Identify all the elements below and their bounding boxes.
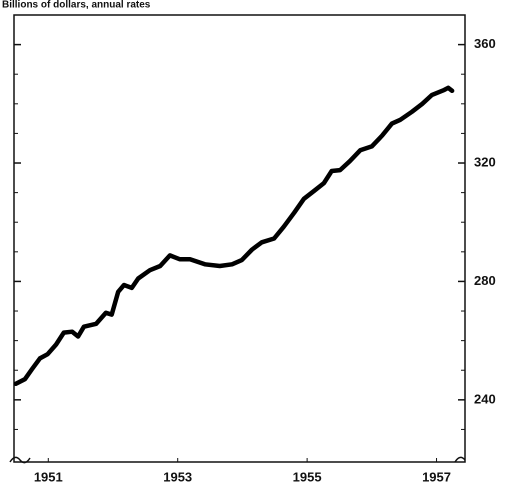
y-tick-label: 320 — [474, 154, 496, 169]
x-tick-label: 1951 — [34, 469, 63, 484]
data-line — [13, 85, 455, 387]
y-tick-label: 280 — [474, 273, 496, 288]
axis-break — [9, 456, 466, 464]
axis-label: Billions of dollars, annual rates — [2, 0, 151, 11]
y-tick-label: 360 — [474, 36, 496, 51]
y-tick-label: 240 — [474, 391, 496, 406]
x-tick-label: 1953 — [163, 469, 192, 484]
x-tick-label: 1957 — [422, 469, 451, 484]
x-tick-label: 1955 — [293, 469, 322, 484]
plot-frame — [13, 14, 466, 463]
